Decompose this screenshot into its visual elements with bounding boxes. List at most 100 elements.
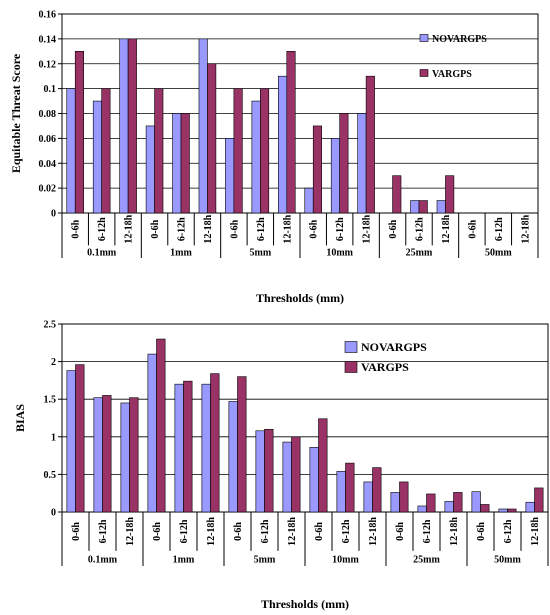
bar-novargps: [498, 508, 508, 513]
x-subcategory-label: 0-6h: [152, 522, 163, 541]
x-subcategory-label: 0-6h: [71, 219, 82, 238]
bar-vargps: [445, 175, 455, 214]
bar-vargps: [210, 373, 220, 513]
bar-vargps: [453, 492, 463, 513]
y-tick-label: 0.14: [39, 34, 57, 45]
bar-vargps: [183, 380, 193, 513]
x-group-label: 1mm: [173, 554, 195, 565]
x-subcategory-label: 6-12h: [494, 217, 505, 241]
bar-vargps: [260, 88, 270, 214]
bar-vargps: [127, 38, 137, 214]
bar-novargps: [278, 75, 288, 214]
legend: NOVARGPS VARGPS: [419, 34, 487, 80]
bar-vargps: [286, 51, 296, 214]
x-subcategory-label: 6-12h: [415, 217, 426, 241]
x-axis-label: Thresholds (mm): [256, 291, 344, 305]
bar-vargps: [312, 125, 322, 214]
bar-vargps: [507, 508, 517, 513]
bar-vargps: [75, 364, 85, 513]
bar-novargps: [251, 100, 261, 214]
bar-novargps: [304, 187, 314, 214]
x-subcategory-label: 0-6h: [467, 219, 478, 238]
bar-vargps: [129, 397, 139, 513]
bar-vargps: [237, 376, 247, 513]
x-subcategory-label: 6-12h: [177, 217, 188, 241]
x-subcategory-label: 12-18h: [206, 517, 217, 546]
x-group-label: 0.1mm: [87, 248, 117, 259]
y-tick-label: 0.02: [39, 184, 57, 195]
bar-novargps: [390, 492, 400, 513]
bar-novargps: [120, 402, 130, 513]
chart-1: 0 0.02 0.04 0.06 0.08 0.1 0.12 0.14 0.16 Equitabl…: [9, 10, 539, 305]
bar-vargps: [339, 113, 349, 214]
bar-novargps: [145, 125, 155, 214]
x-group-label: 25mm: [413, 554, 440, 565]
chart-2: 0 0.5 1 1.5 2 2.5 BIAS 0-6h 6-12h 12-18h 0-6h 6-12h…: [13, 320, 549, 611]
bar-novargps: [336, 471, 346, 513]
legend-swatch-vargps: [344, 361, 358, 373]
legend-label-vargps: VARGPS: [432, 69, 472, 80]
legend-label-novargps: NOVARGPS: [432, 34, 487, 45]
bar-vargps: [233, 88, 243, 214]
bar-novargps: [525, 501, 535, 513]
y-tick-label: 0.1: [44, 84, 57, 95]
bar-vargps: [418, 200, 428, 214]
bar-vargps: [101, 88, 111, 214]
legend-swatch-novargps: [419, 34, 429, 42]
bar-novargps: [66, 88, 76, 214]
x-subcategory-label: 0-6h: [476, 522, 487, 541]
bar-novargps: [282, 441, 292, 513]
bar-vargps: [180, 113, 190, 214]
y-tick-label: 0: [51, 508, 56, 519]
x-subcategory-label: 12-18h: [125, 517, 136, 546]
bar-novargps: [436, 200, 446, 214]
bar-novargps: [417, 505, 427, 513]
x-subcategory-label: 0-6h: [388, 219, 399, 238]
x-subcategory-label: 6-12h: [179, 519, 190, 543]
x-group-label: 50mm: [485, 248, 512, 259]
y-tick-label: 1.5: [44, 395, 57, 406]
x-subcategory-label: 0-6h: [314, 522, 325, 541]
bar-novargps: [174, 383, 184, 513]
y-tick-label: 0.06: [39, 134, 57, 145]
x-group-label: 10mm: [326, 248, 353, 259]
x-subcategory-label: 0-6h: [395, 522, 406, 541]
x-subcategory-label: 6-12h: [256, 217, 267, 241]
bar-vargps: [156, 338, 166, 513]
y-tick-label: 0.16: [39, 10, 57, 21]
y-tick-label: 0.08: [39, 109, 57, 120]
bar-vargps: [74, 51, 84, 214]
bar-vargps: [372, 467, 382, 513]
x-group-label: 0.1mm: [88, 554, 118, 565]
x-subcategory-label: 12-18h: [520, 214, 531, 243]
x-subcategory-label: 6-12h: [97, 217, 108, 241]
legend-label-vargps: VARGPS: [361, 360, 409, 374]
bar-vargps: [207, 63, 217, 214]
x-axis-label: Thresholds (mm): [261, 597, 349, 611]
bar-novargps: [330, 138, 340, 214]
bar-novargps: [410, 200, 420, 214]
bar-novargps: [309, 447, 319, 513]
x-subcategory-label: 12-18h: [203, 214, 214, 243]
bar-vargps: [365, 75, 375, 214]
x-subcategory-label: 0-6h: [309, 219, 320, 238]
x-group-label: 10mm: [332, 554, 359, 565]
x-subcategory-label: 12-18h: [441, 214, 452, 243]
x-subcategory-label: 12-18h: [362, 214, 373, 243]
bar-vargps: [392, 175, 402, 214]
x-subcategory-label: 6-12h: [260, 519, 271, 543]
y-axis-label: Equitable Threat Score: [9, 53, 23, 173]
y-tick-label: 0.12: [39, 59, 57, 70]
y-tick-label: 1: [51, 432, 56, 443]
bar-novargps: [228, 401, 238, 513]
x-subcategory-label: 12-18h: [287, 517, 298, 546]
legend-swatch-vargps: [419, 69, 429, 77]
legend-swatch-novargps: [344, 341, 358, 353]
bar-novargps: [93, 397, 103, 513]
y-tick-label: 2: [51, 357, 56, 368]
bar-novargps: [444, 501, 454, 513]
bar-novargps: [66, 370, 76, 513]
x-subcategory-label: 12-18h: [282, 214, 293, 243]
bar-vargps: [399, 481, 409, 513]
